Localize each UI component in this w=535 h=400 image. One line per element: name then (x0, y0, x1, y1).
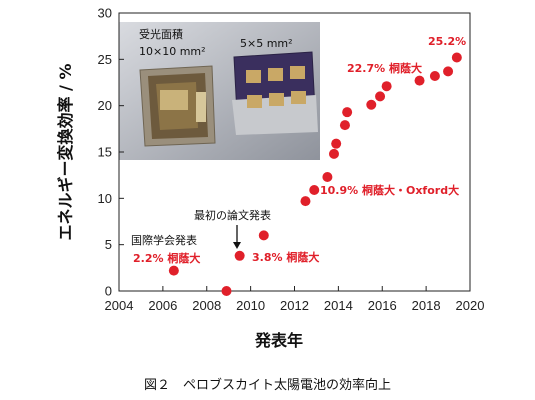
device-10x10-image (139, 65, 216, 147)
annotation-conference: 国際学会発表 (131, 233, 197, 247)
y-tick-label: 30 (98, 6, 112, 21)
figure-caption: 図２ ペロブスカイト太陽電池の効率向上 (143, 378, 391, 393)
axis-ticks (118, 12, 471, 292)
data-point (322, 172, 333, 183)
device-photo-inset: 受光面積 10×10 mm² 5×5 mm² (119, 22, 320, 160)
data-point (375, 91, 386, 102)
annotation-2-2: 2.2% 桐蔭大 (133, 251, 200, 265)
y-tick-label: 15 (98, 145, 112, 160)
x-tick-label: 2018 (412, 298, 441, 313)
x-tick-label: 2016 (368, 298, 397, 313)
data-point (328, 148, 339, 159)
x-tick-label: 2010 (236, 298, 265, 313)
data-point (414, 75, 425, 86)
axis-tick-labels: 2004 2006 2008 2010 2012 2014 2016 2018 20200510… (98, 6, 485, 314)
data-point (234, 250, 245, 261)
x-tick-label: 2006 (148, 298, 177, 313)
data-point (451, 52, 462, 63)
data-point (342, 107, 353, 118)
y-tick-label: 5 (105, 237, 112, 252)
y-tick-label: 10 (98, 191, 112, 206)
x-tick-label: 2008 (192, 298, 221, 313)
y-tick-label: 20 (98, 98, 112, 113)
efficiency-chart: 受光面積 10×10 mm² 5×5 mm² 2004 2006 2008 2010 2… (56, 6, 485, 351)
data-point (300, 196, 311, 207)
data-point (339, 120, 350, 131)
inset-label-area: 受光面積 (139, 27, 183, 41)
data-point (381, 81, 392, 92)
annotation-25-2: 25.2% (428, 35, 466, 48)
data-point (309, 184, 320, 195)
x-tick-label: 2020 (456, 298, 485, 313)
annotation-first-paper: 最初の論文発表 (194, 208, 271, 222)
y-axis-title: エネルギー変換効率 / % (56, 63, 75, 240)
data-points (168, 52, 462, 296)
data-point (168, 265, 179, 276)
device-5x5-image (232, 51, 318, 135)
x-tick-label: 2012 (280, 298, 309, 313)
x-axis-title: 発表年 (254, 331, 303, 350)
data-point (366, 99, 377, 110)
y-tick-label: 25 (98, 52, 112, 67)
inset-label-5x5: 5×5 mm² (240, 37, 293, 50)
data-point (443, 66, 454, 77)
arrow-icon (233, 225, 241, 249)
data-point (429, 71, 440, 82)
inset-label-10x10: 10×10 mm² (139, 45, 206, 58)
x-tick-label: 2014 (324, 298, 353, 313)
annotation-10-9: 10.9% 桐蔭大・Oxford大 (320, 183, 459, 197)
data-point (258, 230, 269, 241)
data-point (331, 138, 342, 149)
annotation-22-7: 22.7% 桐蔭大 (347, 61, 422, 75)
y-tick-label: 0 (105, 284, 112, 299)
data-point (221, 286, 232, 296)
annotation-3-8: 3.8% 桐蔭大 (252, 250, 319, 264)
x-tick-label: 2004 (105, 298, 134, 313)
